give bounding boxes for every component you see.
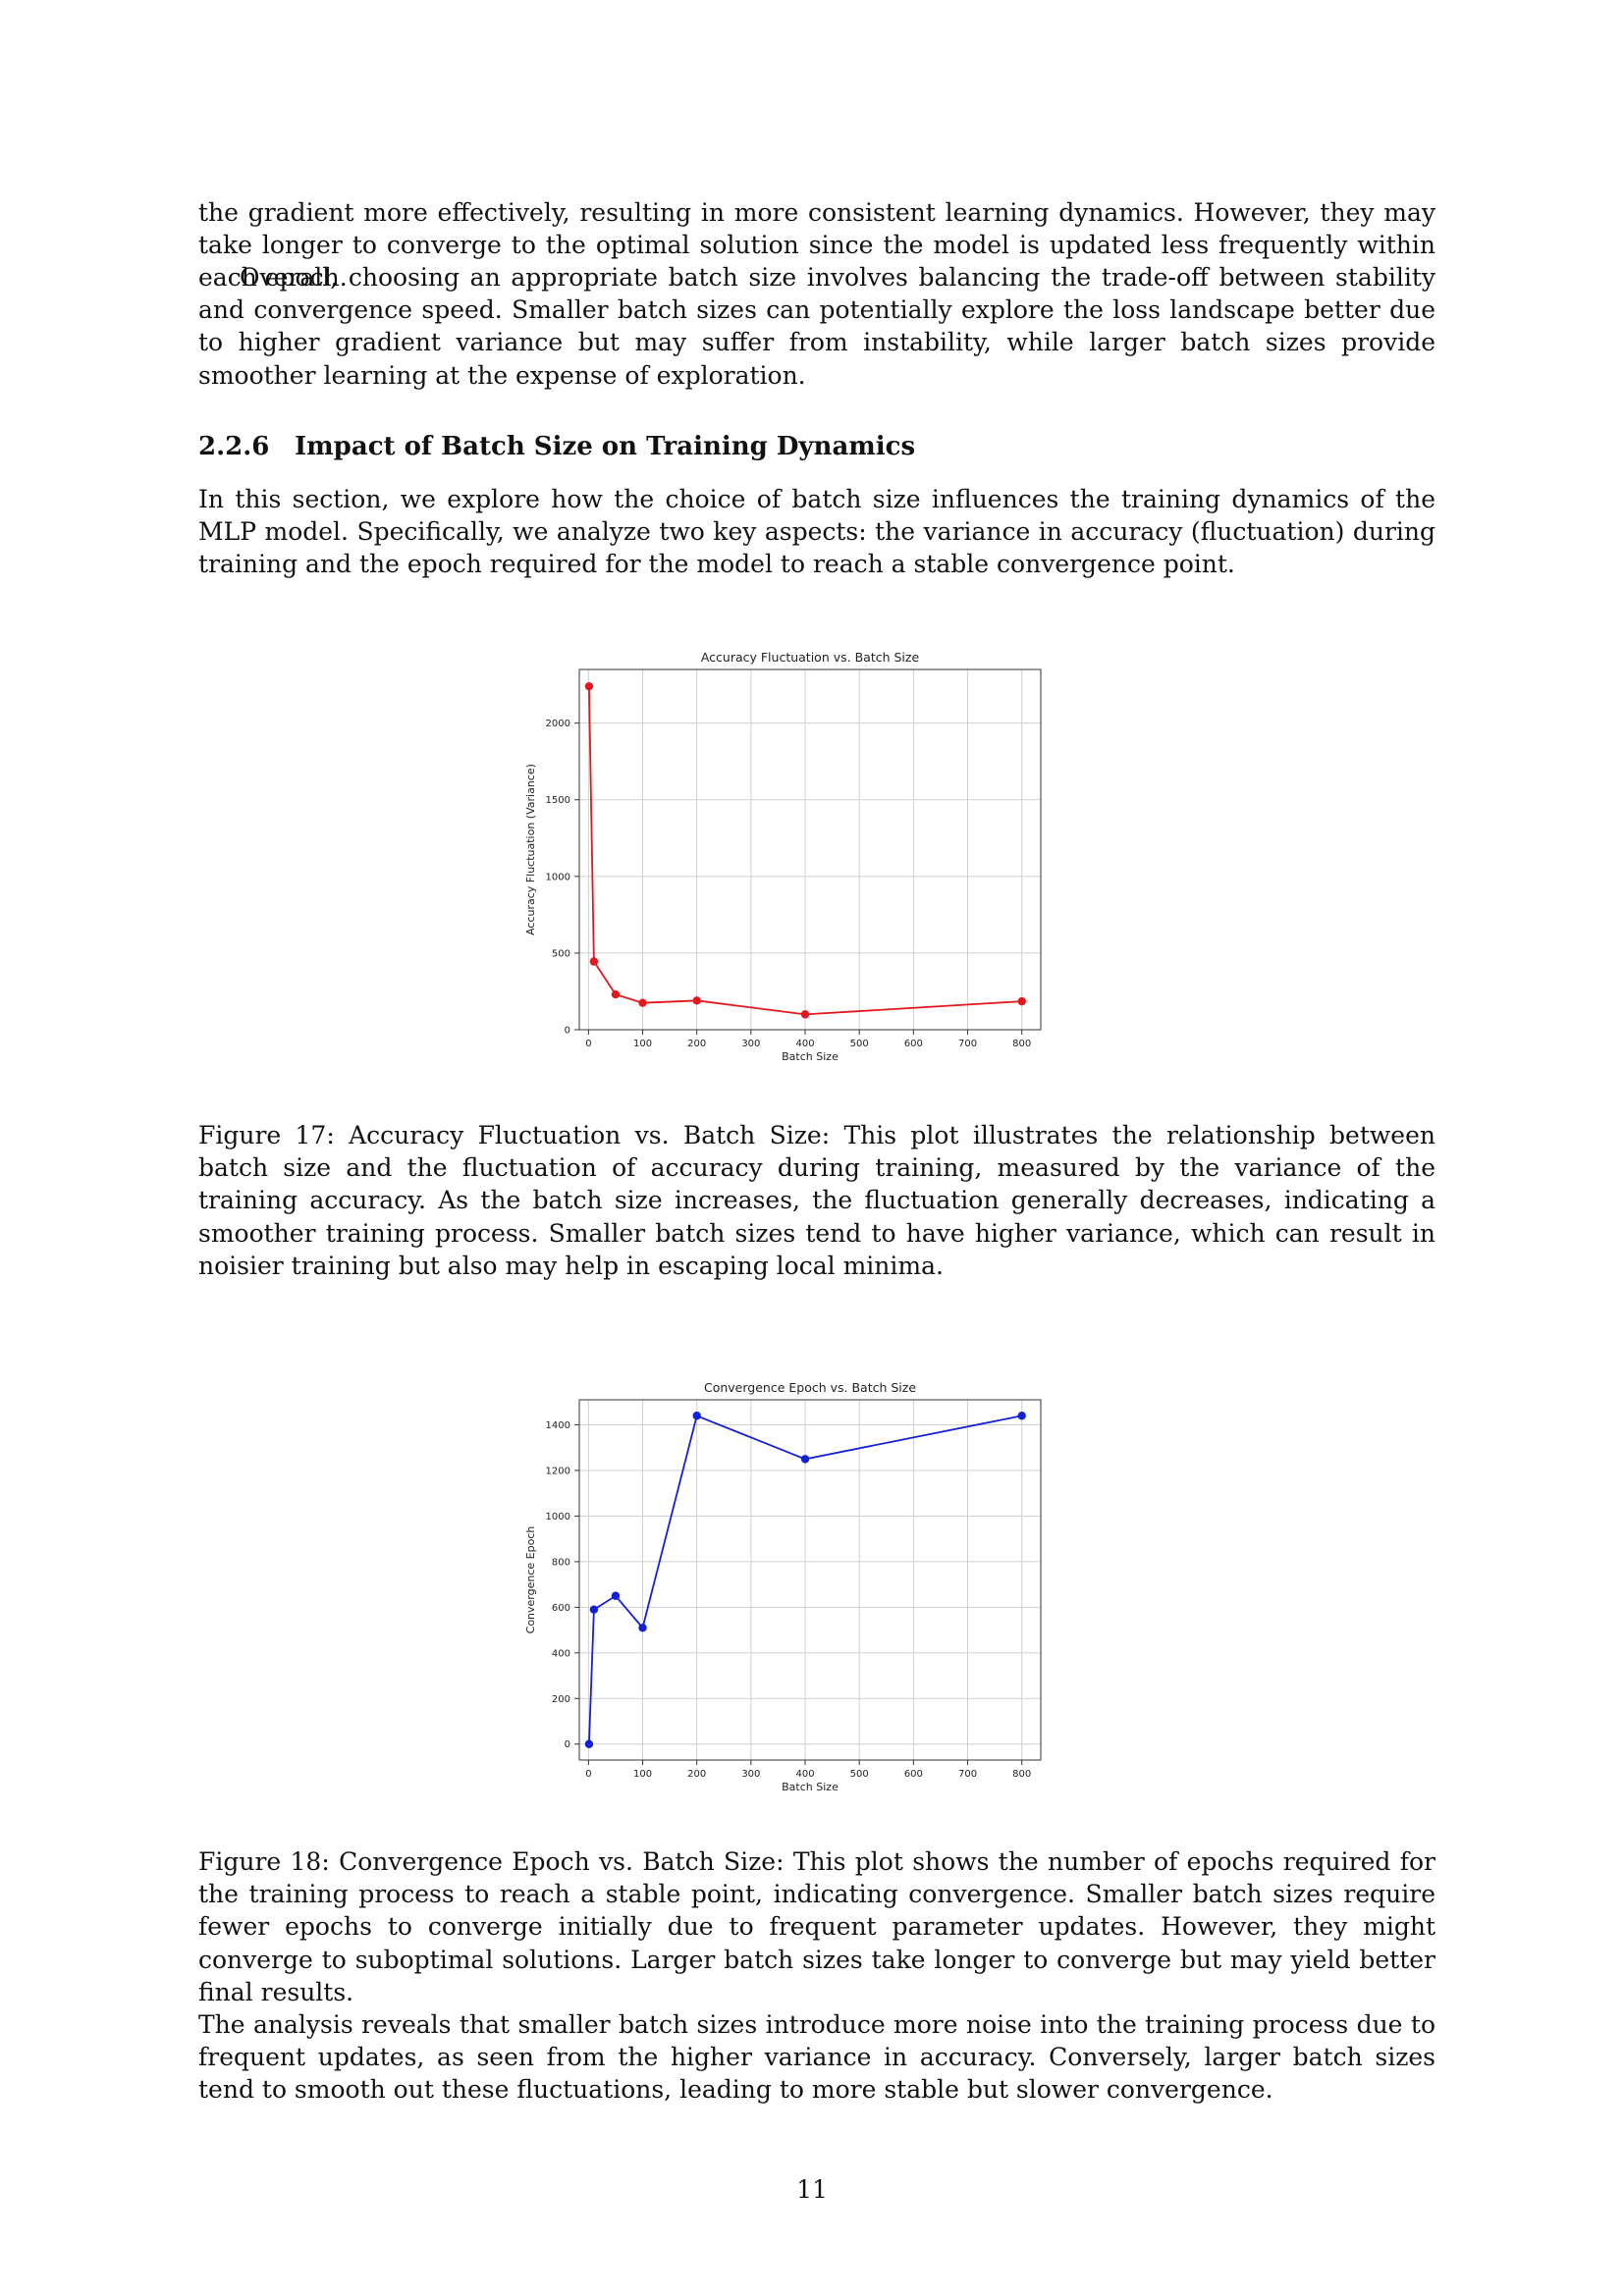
x-tick-label: 800 [1012,1039,1031,1049]
x-tick-label: 0 [585,1039,591,1049]
y-tick-label: 2000 [546,719,570,729]
plot-frame [578,1399,1042,1761]
grid [579,669,1041,1031]
data-point [611,1591,621,1600]
x-tick-label: 100 [633,1769,652,1780]
chart-title: Accuracy Fluctuation vs. Batch Size [701,650,920,665]
y-tick-label: 0 [565,1026,570,1037]
y-tick-label: 1000 [546,1512,570,1522]
plot-frame [578,668,1042,1031]
x-tick-label: 100 [633,1039,652,1049]
x-axis-label: Batch Size [782,1050,839,1063]
y-tick-label: 400 [552,1648,570,1659]
x-tick-label: 400 [795,1039,814,1049]
x-tick-label: 300 [741,1769,760,1780]
data-point [800,1455,810,1464]
y-tick-label: 1000 [546,872,570,882]
paragraph-batch-size-large: the gradient more effectively, resulting… [198,198,1435,293]
data-point [692,1412,701,1420]
x-tick-label: 600 [904,1769,923,1780]
y-axis-label: Convergence Epoch [524,1526,537,1634]
section-heading: 2.2.6 Impact of Batch Size on Training Dy… [198,432,915,461]
y-tick-label: 200 [552,1694,570,1705]
x-tick-label: 800 [1012,1769,1031,1780]
data-point [584,681,594,691]
y-tick-label: 1500 [546,795,570,806]
accuracy-fluctuation-chart: Accuracy Fluctuation vs. Batch Size 0 100 2… [524,650,1042,1063]
closing-paragraph: The analysis reveals that smaller batch … [198,2010,1435,2105]
grid [579,1400,1041,1760]
data-point [638,1624,647,1632]
paragraph-batch-size-tradeoff: Overall, choosing an appropriate batch s… [198,263,1435,390]
page-number: 11 [796,2175,828,2204]
y-tick-label: 800 [552,1557,570,1568]
figure-18-caption: Figure 18: Convergence Epoch vs. Batch S… [198,1847,1435,2006]
figure-17: Accuracy Fluctuation vs. Batch Size 0 100 2… [511,642,1070,1074]
x-tick-label: 500 [850,1769,869,1780]
y-axis-label: Accuracy Fluctuation (Variance) [524,764,537,935]
y-tick-label: 0 [565,1739,570,1750]
data-point [1017,996,1026,1006]
y-tick-label: 600 [552,1603,570,1614]
data-point [584,1739,594,1748]
x-tick-label: 600 [904,1039,923,1049]
y-tick-label: 1200 [546,1467,570,1477]
x-tick-label: 0 [585,1769,591,1780]
x-tick-label: 700 [958,1039,977,1049]
y-tick-label: 500 [552,948,570,959]
x-tick-label: 300 [741,1039,760,1049]
x-tick-label: 200 [687,1769,706,1780]
data-point [611,989,621,999]
data-point [638,998,647,1007]
data-point [692,996,701,1005]
data-point [1017,1412,1026,1420]
section-intro: In this section, we explore how the choi… [198,485,1435,579]
data-point [800,1010,810,1019]
convergence-epoch-chart: Convergence Epoch vs. Batch Size 0 100 200 3… [524,1380,1042,1793]
figure-18: Convergence Epoch vs. Batch Size 0 100 200 3… [511,1372,1070,1804]
x-axis-label: Batch Size [782,1781,839,1793]
x-tick-label: 400 [795,1769,814,1780]
x-tick-label: 700 [958,1769,977,1780]
figure-17-caption: Figure 17: Accuracy Fluctuation vs. Batc… [198,1121,1435,1280]
x-tick-label: 500 [850,1039,869,1049]
data-point [589,1605,599,1614]
section-title: Impact of Batch Size on Training Dynamic… [295,432,916,461]
data-point [589,957,599,966]
chart-title: Convergence Epoch vs. Batch Size [704,1380,916,1395]
section-number: 2.2.6 [198,432,270,461]
y-tick-label: 1400 [546,1420,570,1431]
x-tick-label: 200 [687,1039,706,1049]
